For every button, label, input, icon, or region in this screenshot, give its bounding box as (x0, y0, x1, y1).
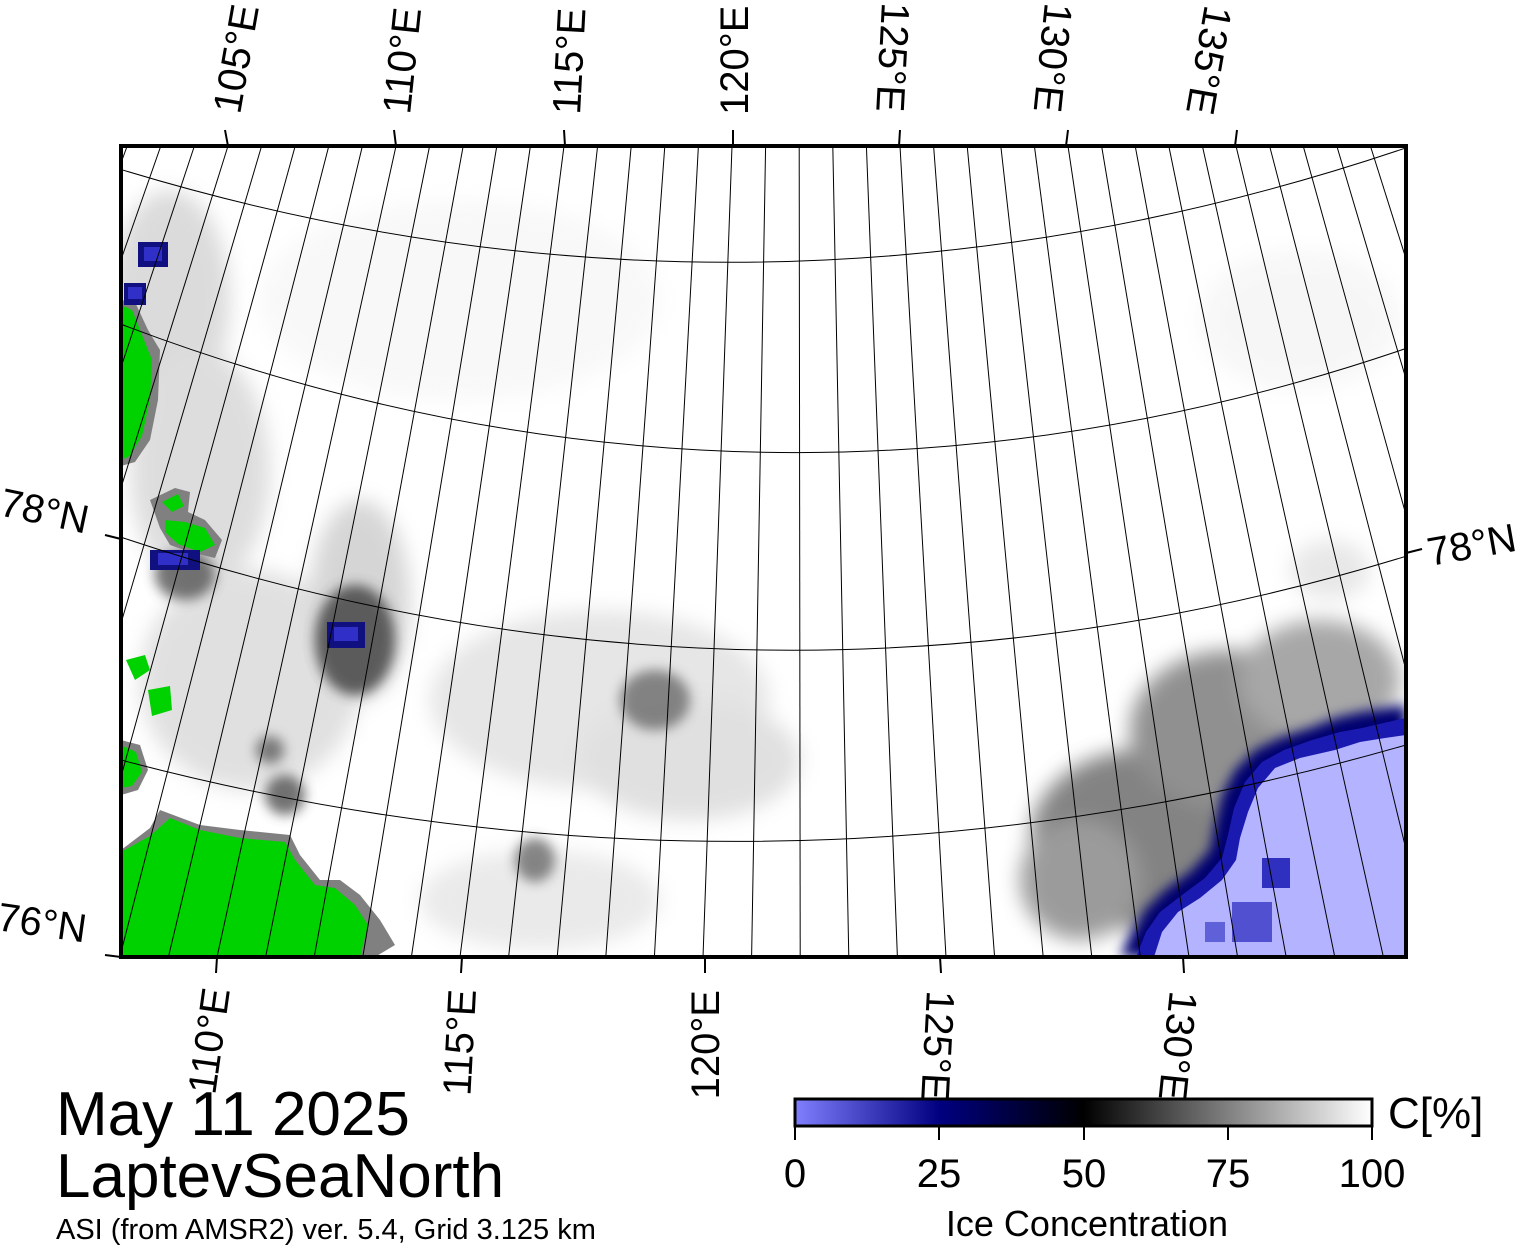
meridian-line (1101, 146, 1239, 957)
top-label-120e: 120°E (713, 6, 757, 115)
land (121, 242, 395, 957)
bottom-label-115e: 115°E (435, 988, 485, 1097)
meridian-line (508, 146, 599, 957)
parallel-78n (121, 536, 1406, 651)
meridian-line (216, 146, 397, 957)
top-label-110e: 110°E (375, 5, 430, 115)
meridian-line (751, 146, 767, 957)
meridian-line (1168, 146, 1336, 957)
meridian-line (865, 146, 898, 957)
parallel-80n (121, 323, 1406, 454)
colorbar-gradient (793, 1097, 1374, 1128)
left-label-76n: 76°N (0, 895, 89, 951)
colorbar-ticks (794, 1126, 1373, 1140)
colorbar-tick-0: 0 (784, 1152, 806, 1196)
meridian-line (0, 146, 94, 957)
meridian-line (121, 146, 330, 955)
meridian-line (121, 146, 195, 369)
meridian-line (556, 146, 632, 957)
colorbar-tick-25: 25 (917, 1152, 962, 1196)
meridian-line (1134, 146, 1287, 957)
meridian-line (1336, 146, 1406, 381)
meridian-line (410, 146, 531, 957)
meridian-line (1067, 146, 1190, 957)
meridian-line (121, 146, 296, 779)
bottom-label-130e: 130°E (1150, 989, 1205, 1102)
meridian-line (1201, 146, 1384, 957)
meridian-line (362, 146, 498, 957)
colorbar-tick-75: 75 (1206, 1152, 1251, 1196)
top-label-115e: 115°E (545, 7, 595, 116)
frame-ticks (104, 129, 1423, 974)
meridian-line (121, 146, 128, 165)
colorbar-tick-50: 50 (1062, 1152, 1107, 1196)
map-frame (119, 144, 1408, 959)
top-label-130e: 130°E (1025, 1, 1080, 114)
meridian-line (1269, 146, 1406, 673)
region-name: LaptevSeaNorth (56, 1142, 505, 1211)
meridian-line (832, 146, 850, 957)
meridian-line (1235, 146, 1406, 852)
meridian-line (121, 146, 229, 490)
bottom-label-125e: 125°E (912, 990, 962, 1102)
bottom-longitude-labels: 110°E 115°E 120°E 125°E 130°E (181, 985, 1205, 1102)
meridian-line (459, 146, 565, 957)
meridian-line (167, 146, 363, 957)
colorbar: 0 25 50 75 100 Ice Concentration C[%] (784, 1089, 1483, 1244)
meridian-line (899, 146, 947, 957)
bottom-label-120e: 120°E (684, 990, 728, 1099)
map-date: May 11 2025 (56, 1080, 410, 1149)
parallel-76-5n (121, 744, 1406, 842)
meridian-line (1302, 146, 1406, 517)
meridian-lines (0, 146, 1406, 957)
meridian-line (121, 146, 263, 625)
map-area (0, 146, 1406, 957)
colorbar-tick-100: 100 (1339, 1152, 1406, 1196)
data-source-note: ASI (from AMSR2) ver. 5.4, Grid 3.125 km (56, 1214, 596, 1246)
meridian-line (702, 146, 733, 957)
colorbar-title: Ice Concentration (946, 1203, 1228, 1244)
left-label-78n: 78°N (0, 481, 93, 543)
top-label-125e: 125°E (867, 2, 917, 114)
parallel-82n (121, 147, 1406, 263)
meridian-line (798, 146, 801, 957)
meridian-line (1000, 146, 1093, 957)
graticule (0, 146, 1406, 957)
meridian-line (1033, 146, 1141, 957)
meridian-line (966, 146, 1044, 957)
meridian-line (313, 146, 464, 957)
top-longitude-labels: 105°E 110°E 115°E 120°E 125°E 130°E 135°… (206, 1, 1240, 118)
meridian-line (605, 146, 666, 957)
meridian-line (265, 146, 431, 957)
colorbar-unit: C[%] (1388, 1089, 1483, 1138)
meridian-line (0, 146, 60, 957)
meridian-line (933, 146, 996, 957)
top-label-135e: 135°E (1177, 2, 1239, 117)
meridian-line (653, 146, 699, 957)
right-label-78n: 78°N (1424, 516, 1520, 575)
top-label-105e: 105°E (206, 1, 268, 116)
